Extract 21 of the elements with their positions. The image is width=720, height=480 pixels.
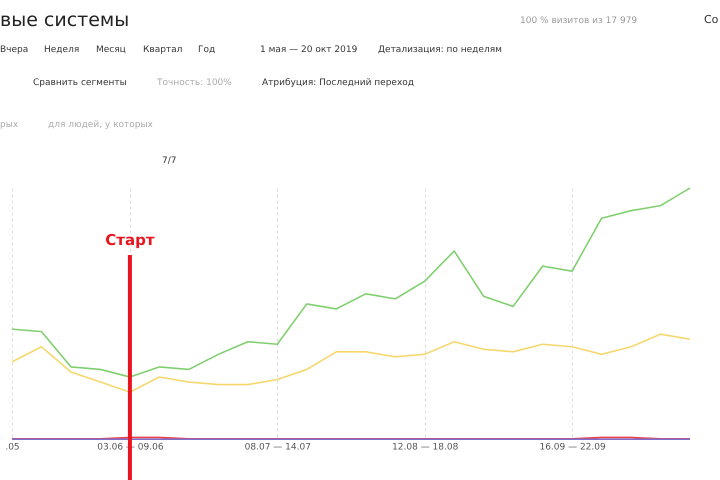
text: Год	[198, 45, 216, 55]
text: 1 мая — 20 окт 2019	[260, 45, 358, 55]
text: Со	[704, 13, 719, 26]
x-tick-label: 08.07 — 14.07	[244, 442, 311, 452]
x-tick-label: .05	[5, 442, 20, 452]
chart-title: вые системы	[0, 9, 130, 31]
text: для людей, у которых	[48, 120, 154, 130]
text: 100 % визитов из 17 979	[520, 16, 638, 26]
text: Точность: 100%	[156, 78, 232, 88]
text: Детализация: по неделям	[378, 45, 502, 55]
text: 7/7	[162, 156, 176, 166]
text: Вчера	[0, 45, 28, 55]
x-tick-label: 12.08 — 18.08	[392, 442, 459, 452]
text: Атрибуция: Последний переход	[262, 78, 414, 88]
text: рых	[0, 120, 19, 130]
text: Сравнить сегменты	[33, 78, 127, 88]
ref-line-label: Старт	[105, 231, 155, 249]
text: Месяц	[96, 45, 126, 55]
text: Квартал	[143, 45, 182, 55]
text: Неделя	[44, 45, 80, 55]
x-tick-label: 16.09 — 22.09	[539, 442, 606, 452]
